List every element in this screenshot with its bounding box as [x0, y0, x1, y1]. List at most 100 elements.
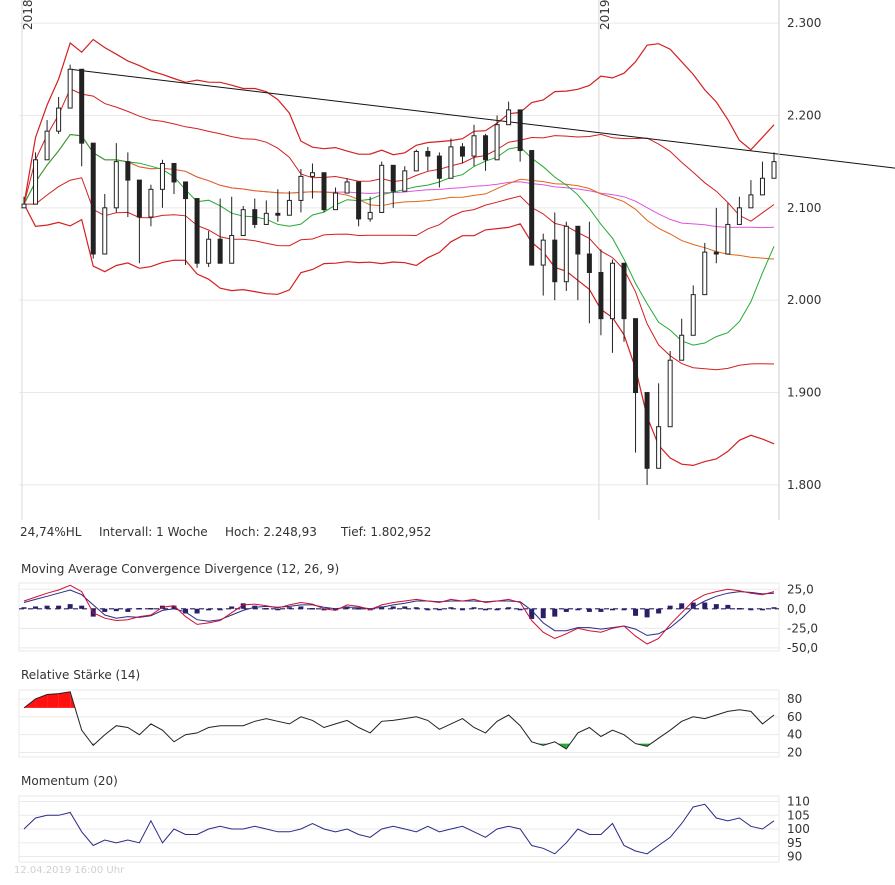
- candle-body: [736, 207, 742, 225]
- macd-histogram-bar: [713, 604, 719, 609]
- candle-body: [171, 162, 177, 183]
- rsi-panel: 80 60 40 20: [18, 689, 802, 760]
- candle-body: [309, 172, 315, 177]
- candle-body: [563, 225, 569, 283]
- momentum-tick-label: 110: [787, 795, 810, 809]
- momentum-tick-label: 90: [787, 850, 802, 864]
- rsi-tick-label: 80: [787, 692, 802, 706]
- macd-line: [23, 584, 775, 645]
- timestamp-label: 12.04.2019 16:00 Uhr: [14, 865, 125, 876]
- candle-body: [598, 271, 604, 320]
- rsi-overbought-area: [58, 691, 71, 708]
- macd-histogram-bar: [644, 608, 650, 618]
- momentum-tick-label: 100: [787, 822, 810, 836]
- macd-histogram-bar: [206, 608, 212, 611]
- candle-body: [298, 175, 304, 201]
- year-tick-label: 2019: [598, 0, 612, 30]
- macd-histogram-bar: [633, 608, 639, 616]
- bollinger-upper-line: [23, 38, 775, 205]
- candle-body: [194, 198, 200, 264]
- sma-mid-line: [23, 133, 775, 260]
- macd-histogram-bar: [748, 608, 754, 611]
- macd-histogram-bar: [275, 608, 281, 611]
- macd-histogram-bar: [171, 605, 177, 609]
- macd-histogram-bar: [667, 605, 673, 609]
- rsi-frame: [18, 689, 780, 758]
- candle-body: [540, 239, 546, 266]
- candle-body: [344, 181, 350, 194]
- price-tick-label: 2.300: [787, 16, 821, 30]
- candle-body: [621, 262, 627, 320]
- momentum-tick-label: 105: [787, 808, 810, 822]
- candle-body: [183, 181, 189, 200]
- macd-histogram-bar: [736, 608, 742, 610]
- macd-histogram-bar: [609, 608, 615, 611]
- candle-body: [90, 142, 96, 255]
- macd-histogram-bar: [517, 608, 523, 611]
- rsi-tick-label: 20: [787, 746, 802, 760]
- bollinger-inner-lower-line: [24, 177, 775, 371]
- candle-body: [148, 188, 154, 218]
- candle-body: [748, 194, 754, 209]
- rsi-overbought-area: [35, 694, 48, 708]
- candle-body: [575, 225, 581, 255]
- macd-histogram-bar: [702, 602, 708, 609]
- macd-panel: 25,0 0,0 -25,0 -50,0: [18, 582, 818, 655]
- candle-body: [471, 135, 477, 157]
- candle-body: [552, 239, 558, 283]
- candle-body: [494, 124, 500, 161]
- macd-histogram-bar: [298, 606, 304, 609]
- macd-histogram-bar: [194, 608, 200, 614]
- macd-histogram-bar: [540, 608, 546, 619]
- macd-tick-label: -50,0: [787, 641, 818, 655]
- candle-body: [240, 209, 246, 237]
- macd-histogram-bar: [44, 605, 50, 609]
- macd-signal-line: [23, 589, 775, 636]
- candle-body: [44, 130, 50, 161]
- momentum-tick-label: 95: [787, 836, 802, 850]
- price-tick-label: 2.200: [787, 108, 821, 122]
- macd-frame: [18, 582, 780, 652]
- macd-histogram-bar: [771, 607, 777, 609]
- candle-body: [275, 212, 281, 216]
- macd-histogram-bar: [21, 607, 27, 609]
- macd-histogram-bar: [286, 607, 292, 609]
- macd-histogram-bar: [471, 607, 477, 609]
- macd-histogram-bar: [690, 602, 696, 609]
- candle-body: [713, 251, 719, 255]
- macd-histogram-bar: [136, 608, 142, 610]
- candle-body: [321, 172, 327, 211]
- candle-body: [644, 392, 650, 469]
- macd-histogram-bar: [436, 608, 442, 611]
- low-label: Tief: 1.802,952: [340, 525, 431, 539]
- candle-body: [390, 164, 396, 192]
- interval-label: Intervall: 1 Woche: [99, 525, 208, 539]
- macd-histogram-bar: [309, 608, 315, 610]
- macd-histogram-bar: [79, 605, 85, 609]
- macd-histogram-bar: [125, 608, 131, 612]
- macd-histogram-bar: [183, 608, 189, 614]
- candle-body: [79, 68, 85, 144]
- price-tick-label: 1.800: [787, 478, 821, 492]
- candle-body: [656, 426, 662, 469]
- price-tick-label: 2.100: [787, 201, 821, 215]
- candle-body: [679, 334, 685, 361]
- rsi-overbought-area: [47, 693, 59, 708]
- macd-tick-label: -25,0: [787, 621, 818, 635]
- trend-line: [70, 68, 895, 169]
- candle-body: [286, 199, 292, 216]
- rsi-tick-label: 40: [787, 728, 802, 742]
- candle-body: [609, 262, 615, 320]
- macd-histogram-bar: [656, 608, 662, 614]
- candle-body: [252, 209, 258, 225]
- macd-histogram-bar: [529, 608, 535, 619]
- macd-tick-label: 0,0: [787, 602, 806, 616]
- candle-body: [67, 68, 73, 109]
- candle-body: [333, 192, 339, 211]
- macd-histogram-bar: [102, 608, 108, 612]
- candle-body: [633, 318, 639, 394]
- candle-body: [667, 359, 673, 428]
- candle-body: [529, 150, 535, 266]
- macd-histogram-bar: [240, 603, 246, 609]
- macd-histogram-bar: [390, 606, 396, 609]
